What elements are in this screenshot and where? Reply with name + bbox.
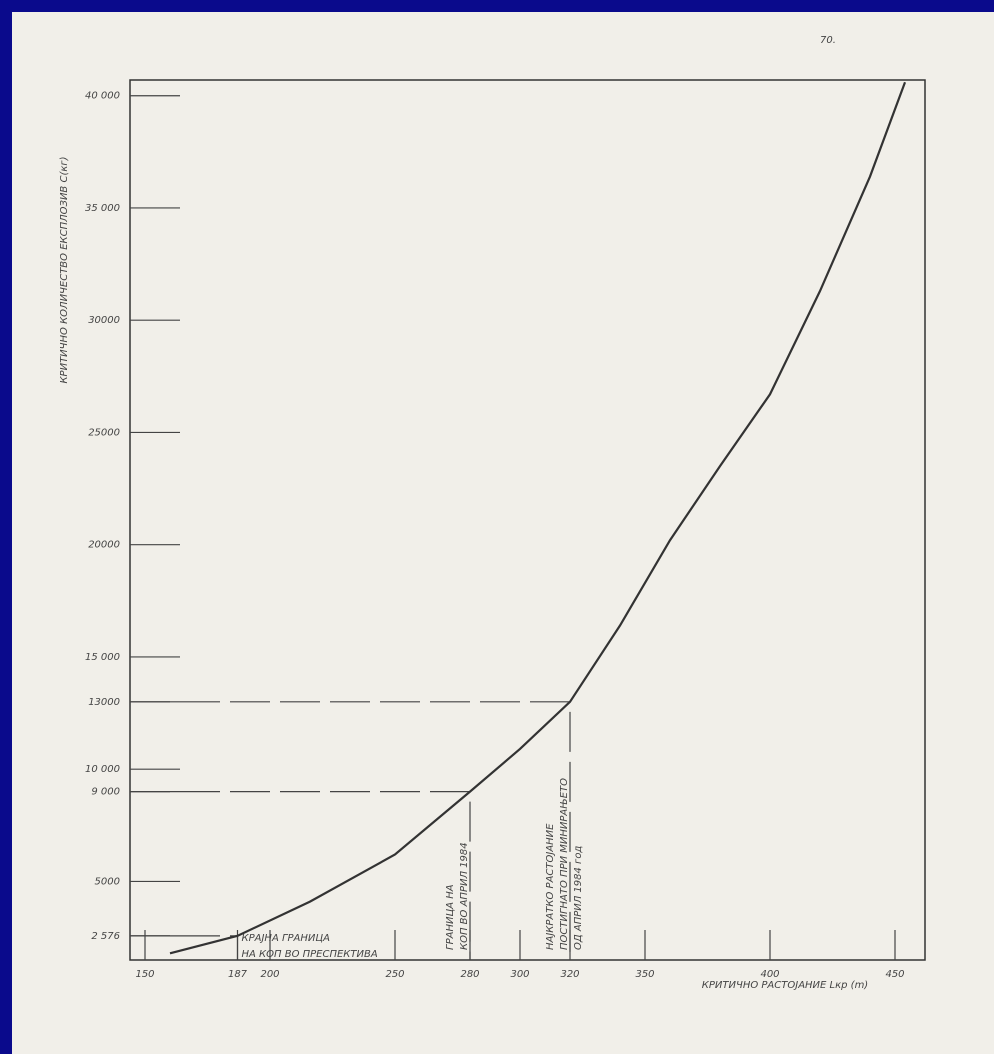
reference-line <box>130 701 571 960</box>
x-tick-label: 250 <box>385 969 404 980</box>
y-tick-label: 20000 <box>88 540 120 551</box>
annotation: КРАЈНА ГРАНИЦА <box>242 933 331 944</box>
x-tick-label: 280 <box>460 969 479 980</box>
y-tick-label: 15 000 <box>85 652 120 663</box>
y-tick-label: 25000 <box>88 427 120 438</box>
curve <box>169 81 907 955</box>
y-tick-label: 40 000 <box>85 91 120 102</box>
y-tick-label: 5000 <box>95 876 120 887</box>
plot-frame <box>129 79 926 961</box>
y-tick-label: 2 576 <box>91 931 120 942</box>
annotation: ПОСТИГНАТО ПРИ МИНИРАЊЕТО <box>559 778 570 950</box>
x-tick-label: 350 <box>635 969 654 980</box>
x-axis-label: КРИТИЧНО РАСТОЈАНИЕ Lкр (m) <box>702 980 868 991</box>
y-tick-label: 10 000 <box>85 764 120 775</box>
y-tick-label: 9 000 <box>91 787 120 798</box>
y-axis-label: КРИТИЧНО КОЛИЧЕСТВО ЕКСПЛОЗИВ C(кг) <box>59 156 70 383</box>
annotation: КОП ВО АПРИЛ 1984 <box>459 842 470 950</box>
x-tick-label: 187 <box>228 969 248 980</box>
x-tick-label: 150 <box>135 969 154 980</box>
x-tick-label: 320 <box>560 969 579 980</box>
paper <box>12 12 994 1054</box>
annotation: НА КОП ВО ПРЕСПЕКТИВА <box>242 949 378 960</box>
annotation: ГРАНИЦА НА <box>445 884 456 950</box>
annotation: НАЈКРАТКО РАСТОЈАНИЕ <box>545 823 556 950</box>
x-tick-label: 300 <box>510 969 529 980</box>
y-tick-label: 35 000 <box>85 203 120 214</box>
x-tick-label: 200 <box>260 969 279 980</box>
x-tick-label: 450 <box>885 969 904 980</box>
x-tick-label: 400 <box>760 969 779 980</box>
y-tick-label: 30000 <box>88 315 120 326</box>
annotation: ОД АПРИЛ 1984 год <box>573 846 584 950</box>
y-tick-label: 13000 <box>88 697 120 708</box>
page-number: 70. <box>820 35 836 46</box>
